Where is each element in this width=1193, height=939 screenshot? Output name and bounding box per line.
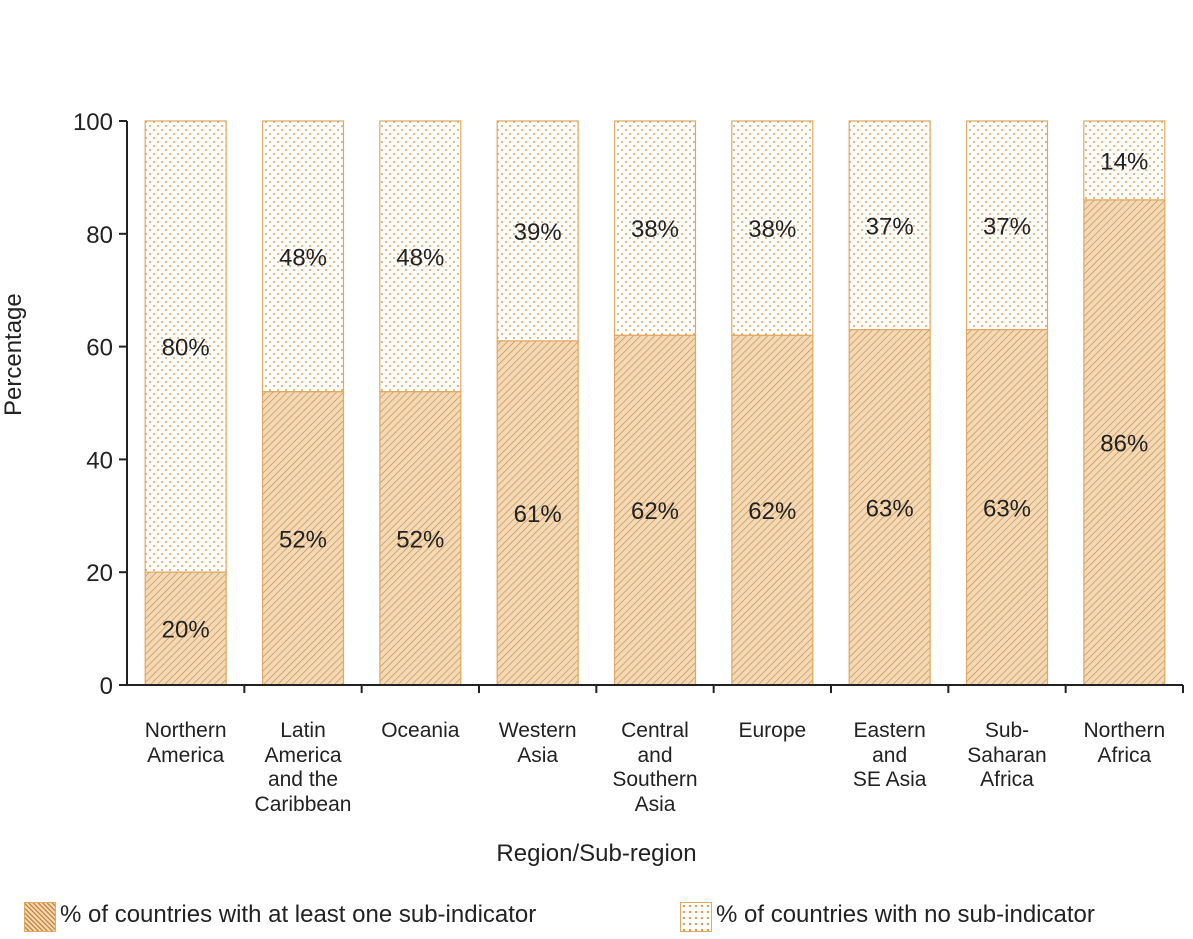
x-tick-label: Europe <box>738 719 807 742</box>
data-label: 52% <box>396 526 444 553</box>
data-label: 62% <box>631 498 679 525</box>
data-label: 38% <box>631 216 679 243</box>
data-label: 48% <box>279 244 327 271</box>
y-tick-label: 100 <box>73 109 113 136</box>
bar-segment-with-sub-indicator <box>496 340 579 686</box>
data-label: 39% <box>514 219 562 246</box>
bar-segment-no-sub-indicator <box>261 120 345 393</box>
data-labels-layer: 20% 80% 52% 48% 52% 48% 61% 39% 62% 38% 62% 38% 63% 3… <box>162 148 1149 643</box>
data-label: 63% <box>866 495 914 522</box>
x-tick-label: Northern Africa <box>1083 719 1166 767</box>
bar-segment-with-sub-indicator <box>144 571 227 686</box>
x-tick-label: Oceania <box>381 719 460 742</box>
hatch-swatch-icon <box>24 902 56 932</box>
bars-layer <box>144 120 1166 686</box>
data-label: 52% <box>279 526 327 553</box>
data-label: 38% <box>748 216 796 243</box>
y-tick-label: 20 <box>86 560 113 587</box>
bar-segment-with-sub-indicator <box>848 329 931 686</box>
y-axis-title: Percentage <box>0 293 27 416</box>
data-label: 48% <box>396 244 444 271</box>
data-label: 37% <box>866 213 914 240</box>
bar-segment-no-sub-indicator <box>379 120 462 393</box>
bar-segment-no-sub-indicator <box>731 120 814 336</box>
x-tick-label: Latin America and the Caribbean <box>254 719 352 816</box>
data-label: 14% <box>1100 148 1148 175</box>
data-label: 37% <box>983 213 1031 240</box>
bar-segment-with-sub-indicator <box>731 334 814 686</box>
bar-segment-no-sub-indicator <box>144 120 227 573</box>
data-label: 63% <box>983 495 1031 522</box>
bar-segment-no-sub-indicator <box>848 120 931 331</box>
x-axis-title: Region/Sub-region <box>496 840 697 867</box>
y-tick-label: 60 <box>86 335 113 362</box>
dots-swatch-icon <box>680 902 712 932</box>
x-tick-label: Western Asia <box>498 719 577 767</box>
bar-segment-with-sub-indicator <box>1083 199 1166 686</box>
bar-segment-no-sub-indicator <box>1083 120 1166 201</box>
data-label: 86% <box>1100 430 1148 457</box>
bar-segment-with-sub-indicator <box>261 391 345 686</box>
legend-label: % of countries with no sub-indicator <box>716 901 1095 928</box>
bar-segment-with-sub-indicator <box>965 329 1049 686</box>
axis-layer: 0 20 40 60 80 100 <box>73 109 1184 700</box>
bar-segment-with-sub-indicator <box>379 391 462 686</box>
x-tick-label: Northern America <box>144 719 227 767</box>
bar-segment-with-sub-indicator <box>613 334 697 686</box>
x-tick-label: Central and Southern Asia <box>612 719 698 816</box>
x-tick-label: Sub- Saharan Africa <box>967 719 1047 791</box>
legend-label: % of countries with at least one sub-ind… <box>60 901 537 928</box>
data-label: 62% <box>748 498 796 525</box>
data-label: 20% <box>162 617 210 644</box>
data-label: 80% <box>162 335 210 362</box>
y-tick-label: 80 <box>86 222 113 249</box>
y-tick-label: 40 <box>86 447 113 474</box>
data-label: 61% <box>514 501 562 528</box>
y-tick-label: 0 <box>100 673 113 700</box>
bar-segment-no-sub-indicator <box>965 120 1049 331</box>
x-tick-label: Eastern and SE Asia <box>852 719 927 791</box>
